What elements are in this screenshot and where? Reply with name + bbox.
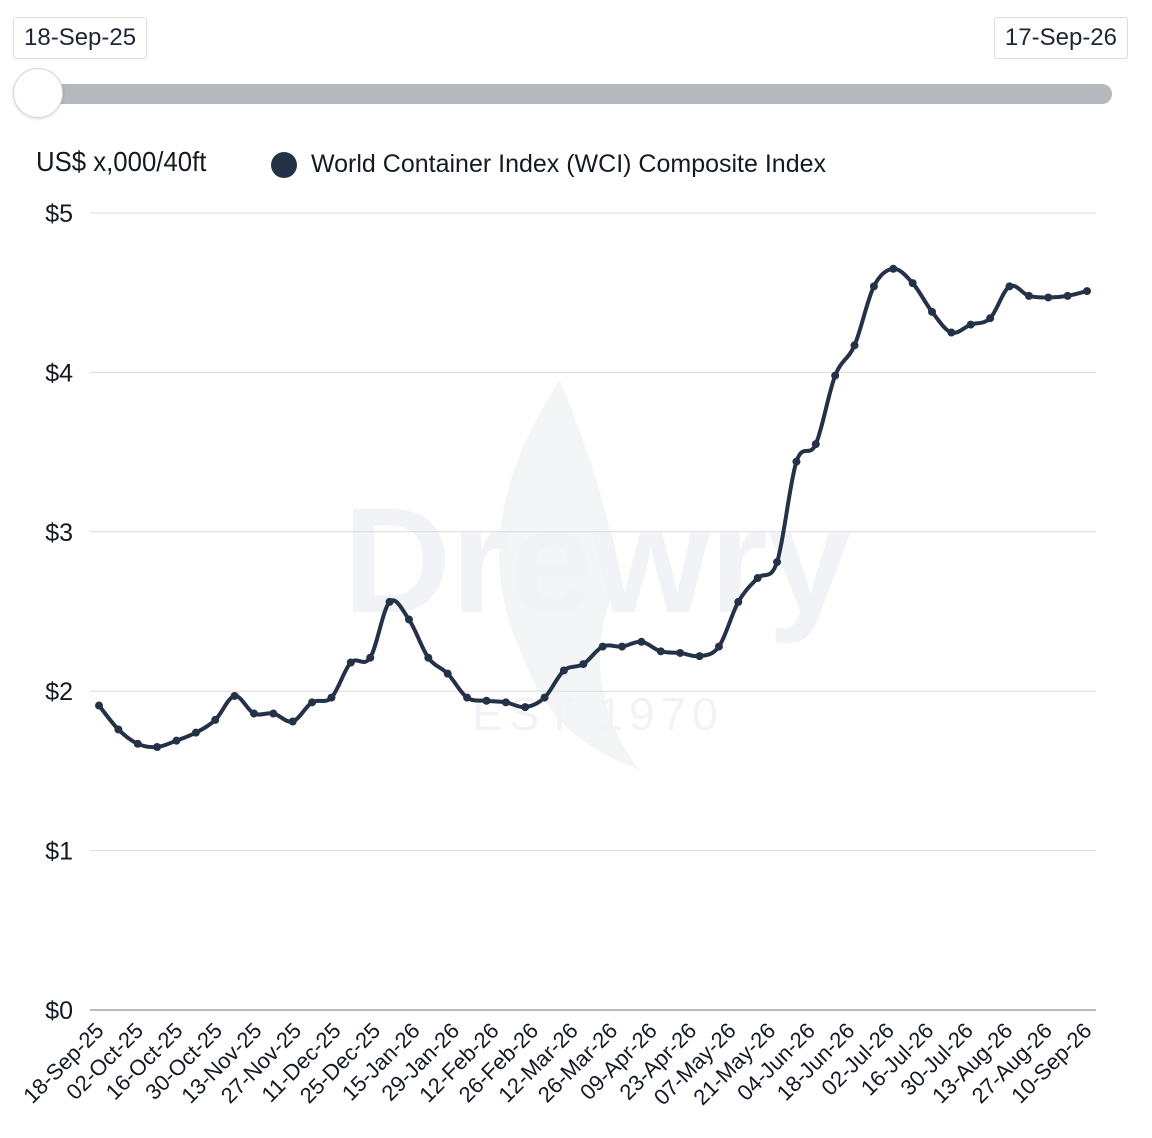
data-point[interactable] <box>1005 282 1014 291</box>
data-point[interactable] <box>656 647 665 656</box>
data-point[interactable] <box>404 615 413 624</box>
chart-legend[interactable]: World Container Index (WCI) Composite In… <box>271 150 826 179</box>
data-point[interactable] <box>424 653 433 662</box>
data-point[interactable] <box>579 660 588 669</box>
data-point[interactable] <box>618 642 627 651</box>
data-point[interactable] <box>153 742 162 751</box>
y-tick-label: $2 <box>45 678 73 706</box>
y-tick-label: $4 <box>45 359 73 387</box>
data-point[interactable] <box>463 693 472 702</box>
data-point[interactable] <box>1063 291 1072 300</box>
data-point[interactable] <box>482 696 491 705</box>
data-point[interactable] <box>773 558 782 567</box>
data-point[interactable] <box>695 652 704 661</box>
watermark-flame-icon <box>499 380 640 770</box>
data-point[interactable] <box>501 698 510 707</box>
data-point[interactable] <box>792 457 801 466</box>
data-point[interactable] <box>559 666 568 675</box>
data-point[interactable] <box>172 736 181 745</box>
data-point[interactable] <box>269 709 278 718</box>
data-point[interactable] <box>540 693 549 702</box>
data-point[interactable] <box>966 320 975 329</box>
date-range-slider-track[interactable] <box>18 84 1112 104</box>
y-axis-unit-label: US$ x,000/40ft <box>36 146 207 177</box>
data-point[interactable] <box>676 648 685 657</box>
data-point[interactable] <box>714 642 723 651</box>
range-end-date[interactable]: 17-Sep-26 <box>993 17 1128 59</box>
watermark-brand: Drewry <box>343 476 852 644</box>
data-point[interactable] <box>385 597 394 606</box>
data-point[interactable] <box>191 728 200 737</box>
data-point[interactable] <box>850 341 859 350</box>
data-point[interactable] <box>249 709 258 718</box>
data-point[interactable] <box>114 725 123 734</box>
data-point[interactable] <box>366 653 375 662</box>
y-tick-label: $5 <box>45 200 73 228</box>
data-point[interactable] <box>308 698 317 707</box>
y-tick-label: $3 <box>45 519 73 547</box>
data-point[interactable] <box>288 717 297 726</box>
data-point[interactable] <box>598 642 607 651</box>
y-tick-label: $1 <box>45 838 73 866</box>
data-point[interactable] <box>831 371 840 380</box>
data-point[interactable] <box>1024 291 1033 300</box>
legend-marker-icon <box>271 151 297 178</box>
data-point[interactable] <box>753 574 762 583</box>
data-point[interactable] <box>869 282 878 291</box>
data-point[interactable] <box>637 637 646 646</box>
legend-label: World Container Index (WCI) Composite In… <box>311 150 827 178</box>
range-start-date[interactable]: 18-Sep-25 <box>13 17 148 59</box>
data-point[interactable] <box>521 703 530 712</box>
series-line-wci <box>97 266 1089 750</box>
data-point[interactable] <box>1083 287 1091 296</box>
data-point[interactable] <box>889 264 898 273</box>
data-point[interactable] <box>928 307 937 316</box>
data-point[interactable] <box>95 701 103 710</box>
data-point[interactable] <box>908 279 917 288</box>
data-point[interactable] <box>1044 293 1053 302</box>
data-point[interactable] <box>133 739 142 748</box>
drewry-watermark: Drewry EST 1970 <box>343 380 852 770</box>
data-point[interactable] <box>986 314 995 323</box>
data-point[interactable] <box>346 658 355 667</box>
data-point[interactable] <box>230 691 239 700</box>
data-point[interactable] <box>211 715 220 724</box>
date-range-slider-handle[interactable] <box>13 68 63 118</box>
data-point[interactable] <box>811 440 820 449</box>
data-point[interactable] <box>947 328 956 337</box>
watermark-tagline: EST 1970 <box>472 688 724 740</box>
y-tick-label: $0 <box>45 997 73 1025</box>
data-point[interactable] <box>734 597 743 606</box>
data-point[interactable] <box>327 693 336 702</box>
data-point[interactable] <box>443 669 452 678</box>
